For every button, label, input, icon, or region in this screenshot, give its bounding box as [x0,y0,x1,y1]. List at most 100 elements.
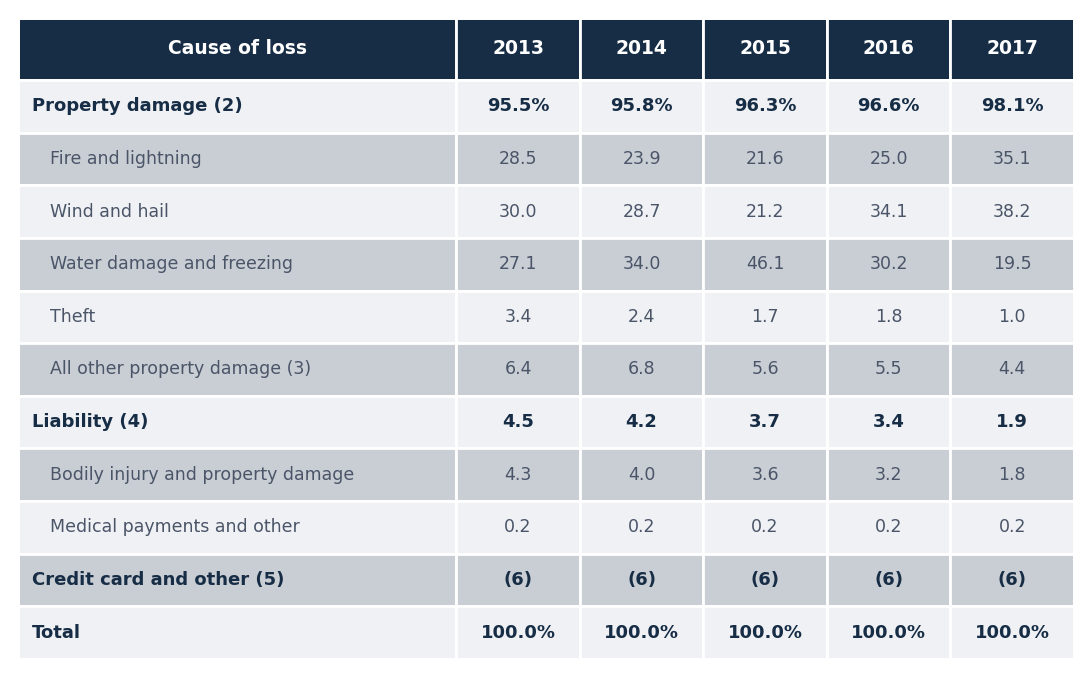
Bar [703,185,827,238]
Text: 5.6: 5.6 [751,360,779,378]
Bar [827,133,950,185]
Bar [17,290,456,343]
Bar [456,18,580,80]
Text: (6): (6) [503,571,533,589]
Bar [827,607,950,659]
Bar [580,554,703,607]
Bar [456,290,580,343]
Text: 3.2: 3.2 [875,466,902,484]
Text: 3.4: 3.4 [873,413,904,431]
Bar [17,607,456,659]
Text: 96.6%: 96.6% [857,97,919,115]
Text: 100.0%: 100.0% [604,624,679,642]
Text: 3.4: 3.4 [505,308,532,326]
Bar [950,185,1075,238]
Bar [456,396,580,448]
Text: (6): (6) [998,571,1026,589]
Bar [950,501,1075,554]
Bar [950,343,1075,396]
Text: Medical payments and other: Medical payments and other [50,519,299,536]
Text: 100.0%: 100.0% [851,624,926,642]
Bar [827,185,950,238]
Text: 6.8: 6.8 [628,360,655,378]
Text: 1.0: 1.0 [998,308,1026,326]
Bar [17,396,456,448]
Text: 4.3: 4.3 [505,466,532,484]
Text: 4.2: 4.2 [626,413,657,431]
Text: 0.2: 0.2 [628,519,655,536]
Bar [703,396,827,448]
Bar [950,18,1075,80]
Text: 46.1: 46.1 [746,255,784,274]
Text: 28.5: 28.5 [499,150,537,168]
Text: (6): (6) [875,571,903,589]
Text: 28.7: 28.7 [622,202,661,221]
Text: 23.9: 23.9 [622,150,661,168]
Text: 27.1: 27.1 [499,255,537,274]
Bar [580,290,703,343]
Text: 100.0%: 100.0% [480,624,556,642]
Bar [950,396,1075,448]
Text: 35.1: 35.1 [993,150,1032,168]
Bar [456,554,580,607]
Text: 21.2: 21.2 [746,202,784,221]
Bar [950,80,1075,133]
Text: 100.0%: 100.0% [727,624,803,642]
Bar [456,185,580,238]
Text: (6): (6) [627,571,656,589]
Text: 5.5: 5.5 [875,360,902,378]
Bar [703,607,827,659]
Bar [827,290,950,343]
Text: 30.0: 30.0 [499,202,537,221]
Bar [456,343,580,396]
Text: 34.0: 34.0 [622,255,661,274]
Bar [827,18,950,80]
Text: 0.2: 0.2 [875,519,902,536]
Text: All other property damage (3): All other property damage (3) [50,360,311,378]
Bar [17,133,456,185]
Text: 2015: 2015 [739,39,791,58]
Bar [950,133,1075,185]
Bar [456,80,580,133]
Text: Cause of loss: Cause of loss [167,39,307,58]
Bar [950,238,1075,290]
Text: Liability (4): Liability (4) [32,413,149,431]
Bar [950,448,1075,501]
Bar [950,607,1075,659]
Bar [17,501,456,554]
Text: 0.2: 0.2 [751,519,779,536]
Bar [703,133,827,185]
Bar [827,238,950,290]
Bar [17,343,456,396]
Bar [580,80,703,133]
Bar [580,607,703,659]
Text: Property damage (2): Property damage (2) [32,97,242,115]
Bar [580,238,703,290]
Bar [827,554,950,607]
Bar [17,448,456,501]
Bar [703,501,827,554]
Text: 34.1: 34.1 [869,202,907,221]
Bar [456,607,580,659]
Text: 2016: 2016 [863,39,915,58]
Text: 1.7: 1.7 [751,308,779,326]
Bar [827,448,950,501]
Text: 3.7: 3.7 [749,413,781,431]
Bar [17,238,456,290]
Bar [950,290,1075,343]
Bar [456,133,580,185]
Bar [703,343,827,396]
Bar [703,238,827,290]
Text: 1.8: 1.8 [998,466,1026,484]
Bar [580,396,703,448]
Bar [703,80,827,133]
Bar [703,554,827,607]
Text: 1.8: 1.8 [875,308,902,326]
Text: 2014: 2014 [616,39,667,58]
Text: 100.0%: 100.0% [975,624,1049,642]
Bar [703,290,827,343]
Text: 2.4: 2.4 [628,308,655,326]
Bar [456,448,580,501]
Text: Fire and lightning: Fire and lightning [50,150,202,168]
Bar [827,501,950,554]
